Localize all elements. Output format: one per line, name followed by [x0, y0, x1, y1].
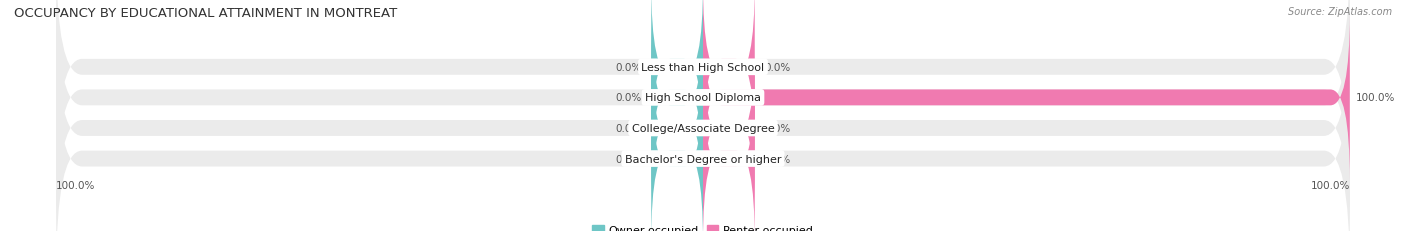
- Text: 0.0%: 0.0%: [616, 154, 641, 164]
- Text: Bachelor's Degree or higher: Bachelor's Degree or higher: [624, 154, 782, 164]
- FancyBboxPatch shape: [703, 76, 755, 231]
- FancyBboxPatch shape: [56, 45, 1350, 231]
- Text: Less than High School: Less than High School: [641, 63, 765, 73]
- Text: High School Diploma: High School Diploma: [645, 93, 761, 103]
- FancyBboxPatch shape: [651, 0, 703, 151]
- Text: 0.0%: 0.0%: [765, 63, 790, 73]
- FancyBboxPatch shape: [703, 0, 755, 151]
- Text: Source: ZipAtlas.com: Source: ZipAtlas.com: [1288, 7, 1392, 17]
- Text: 0.0%: 0.0%: [616, 123, 641, 133]
- FancyBboxPatch shape: [651, 45, 703, 212]
- FancyBboxPatch shape: [651, 15, 703, 181]
- Text: College/Associate Degree: College/Associate Degree: [631, 123, 775, 133]
- FancyBboxPatch shape: [651, 76, 703, 231]
- Legend: Owner-occupied, Renter-occupied: Owner-occupied, Renter-occupied: [592, 225, 814, 231]
- Text: 0.0%: 0.0%: [765, 154, 790, 164]
- Text: 100.0%: 100.0%: [1357, 93, 1396, 103]
- Text: OCCUPANCY BY EDUCATIONAL ATTAINMENT IN MONTREAT: OCCUPANCY BY EDUCATIONAL ATTAINMENT IN M…: [14, 7, 398, 20]
- Text: 100.0%: 100.0%: [56, 180, 96, 190]
- FancyBboxPatch shape: [56, 15, 1350, 231]
- FancyBboxPatch shape: [703, 45, 755, 212]
- FancyBboxPatch shape: [703, 15, 1350, 181]
- Text: 0.0%: 0.0%: [616, 93, 641, 103]
- FancyBboxPatch shape: [56, 0, 1350, 181]
- Text: 0.0%: 0.0%: [765, 123, 790, 133]
- FancyBboxPatch shape: [56, 0, 1350, 212]
- Text: 0.0%: 0.0%: [616, 63, 641, 73]
- Text: 100.0%: 100.0%: [1310, 180, 1350, 190]
